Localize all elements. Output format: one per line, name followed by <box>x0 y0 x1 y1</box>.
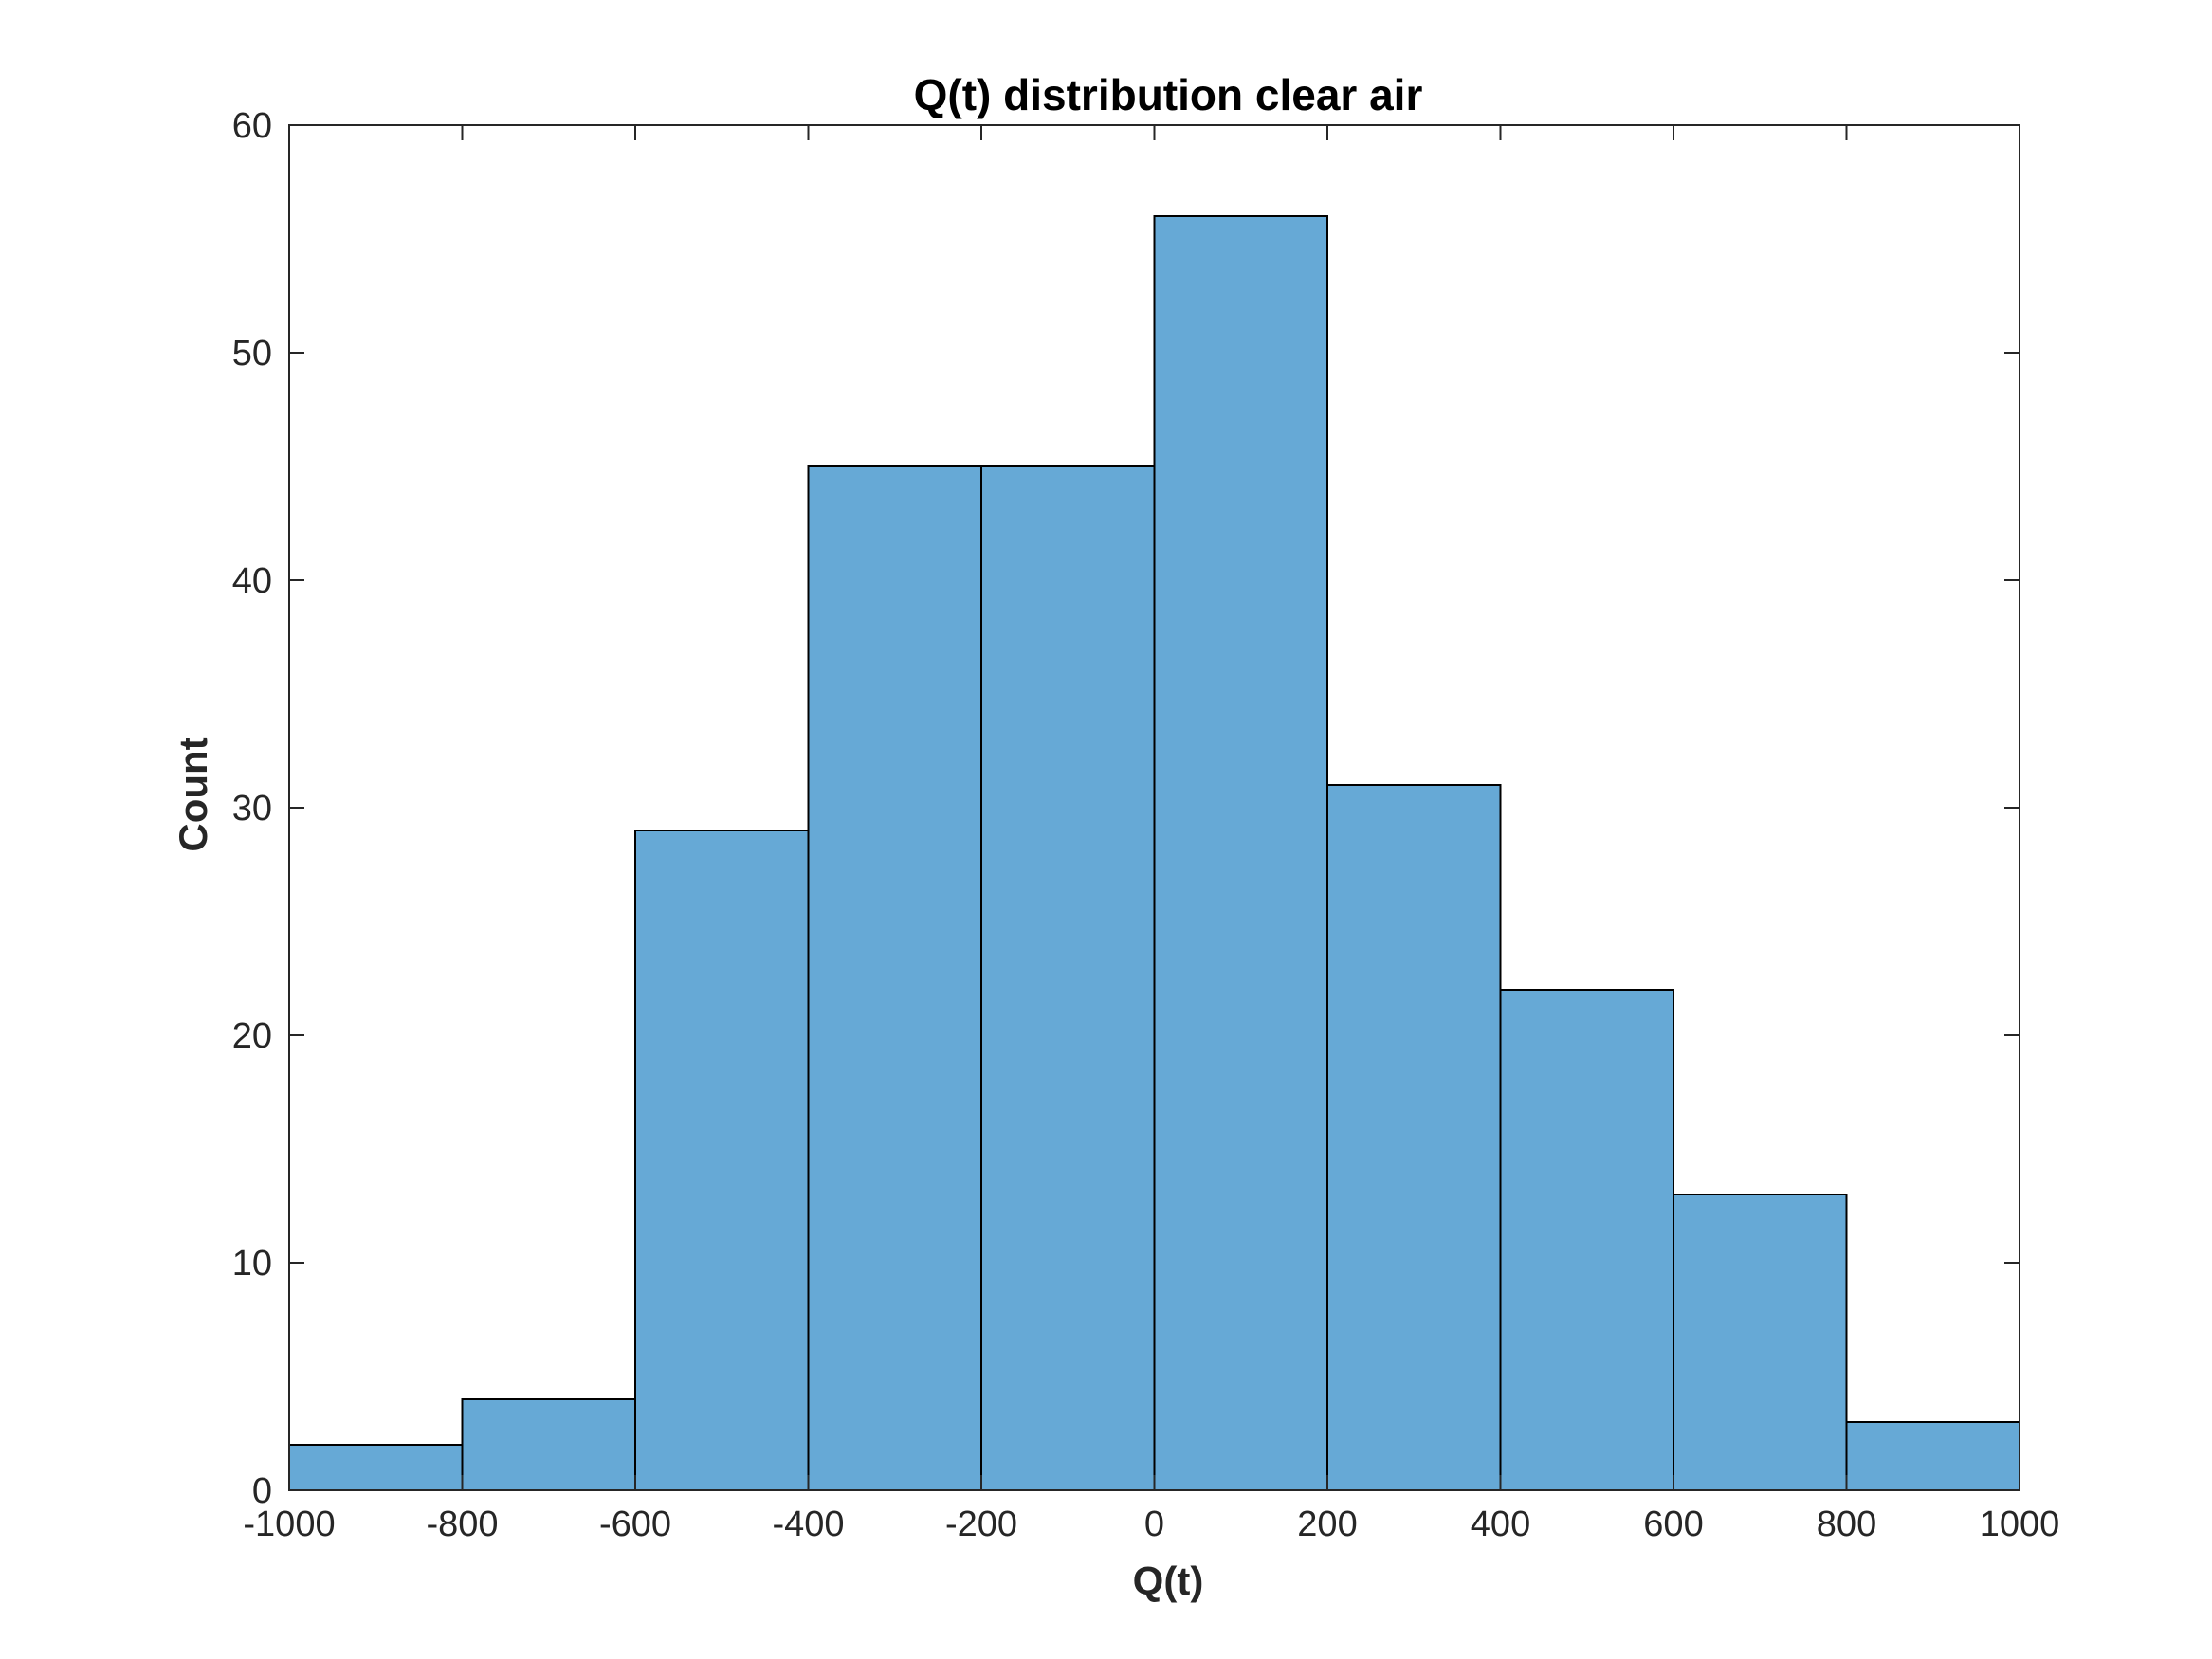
histogram-bar-4 <box>980 465 1156 1491</box>
y-tick-label-1: 10 <box>232 1244 272 1284</box>
y-tick-label-6: 60 <box>232 106 272 146</box>
x-tick-label-5: 0 <box>1144 1504 1164 1544</box>
x-tick-label-10: 1000 <box>1980 1504 2060 1544</box>
histogram-bar-3 <box>807 465 982 1491</box>
x-axis-title: Q(t) <box>1133 1559 1204 1603</box>
y-axis-title: Count <box>171 737 215 851</box>
x-tick-label-6: 200 <box>1297 1504 1357 1544</box>
chart-title: Q(t) distribution clear air <box>914 70 1423 119</box>
histogram-bar-1 <box>461 1398 636 1491</box>
y-tick-label-0: 0 <box>252 1471 272 1511</box>
histogram-bar-8 <box>1673 1194 1848 1491</box>
x-tick-label-7: 400 <box>1471 1504 1530 1544</box>
histogram-bar-5 <box>1153 215 1328 1491</box>
y-tick-label-4: 40 <box>232 561 272 601</box>
bars-layer <box>288 215 2020 1491</box>
histogram-bar-0 <box>288 1444 464 1491</box>
y-tick-label-2: 20 <box>232 1016 272 1056</box>
y-tick-label-3: 30 <box>232 789 272 829</box>
ticks-layer: -1000 -800 -600 -400 -200 0 200 400 600 800 1000 0 1… <box>232 106 2060 1544</box>
x-tick-label-2: -600 <box>599 1504 671 1544</box>
histogram-bar-7 <box>1499 989 1674 1491</box>
histogram-bar-2 <box>634 830 810 1491</box>
x-tick-label-0: -1000 <box>243 1504 335 1544</box>
y-tick-label-5: 50 <box>232 334 272 374</box>
x-tick-label-3: -400 <box>772 1504 844 1544</box>
histogram-bar-6 <box>1326 784 1502 1491</box>
x-tick-label-4: -200 <box>945 1504 1017 1544</box>
histogram-bar-9 <box>1845 1421 2020 1491</box>
x-tick-label-9: 800 <box>1817 1504 1876 1544</box>
x-tick-label-1: -800 <box>426 1504 498 1544</box>
x-tick-label-8: 600 <box>1643 1504 1703 1544</box>
